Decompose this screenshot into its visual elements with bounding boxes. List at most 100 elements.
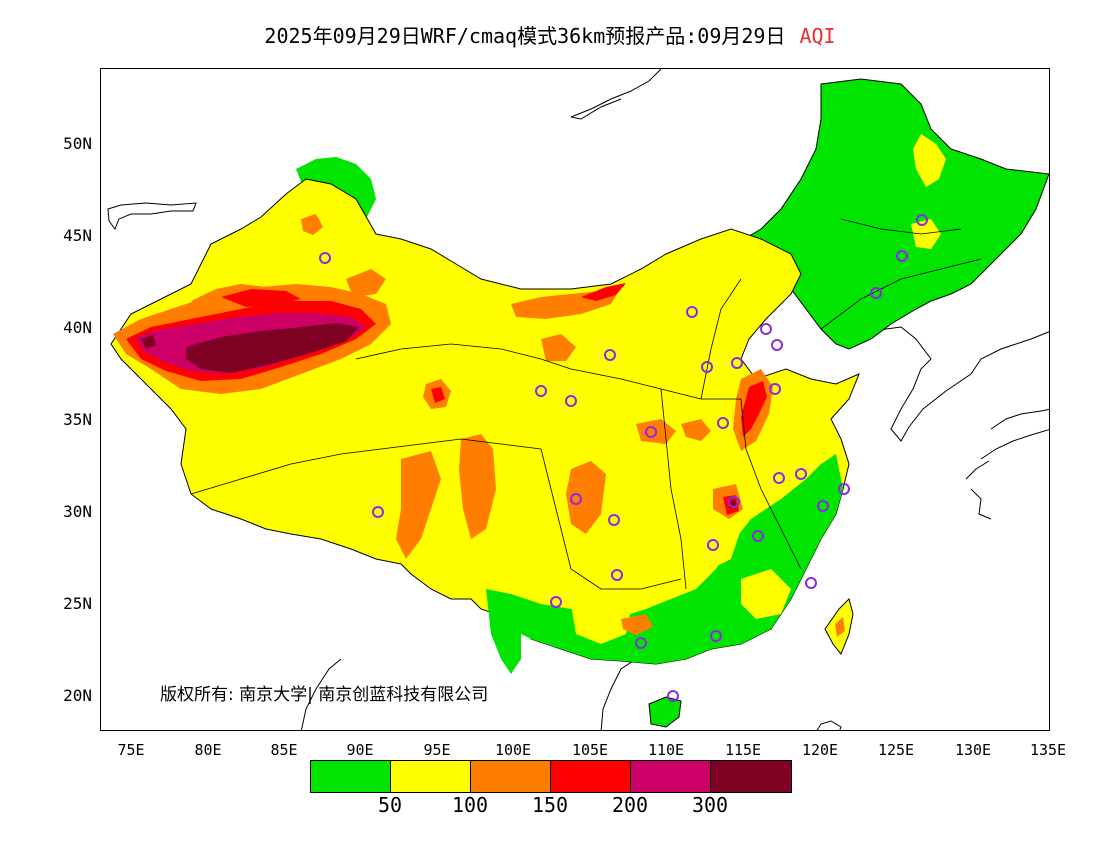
border-sichuan	[540, 448, 682, 590]
lon-label-115e: 115E	[724, 741, 762, 759]
coastlines	[107, 69, 1049, 730]
city-marker-taiyuan	[701, 361, 713, 373]
lon-label-120e: 120E	[801, 741, 839, 759]
map-title: 2025年09月29日WRF/cmaq模式36km预报产品:09月29日 AQI	[0, 20, 1100, 49]
city-marker-kunming	[550, 596, 562, 608]
city-marker-lhasa	[372, 506, 384, 518]
city-marker-guangzhou	[710, 630, 722, 642]
southeast-asia-outline	[300, 658, 637, 730]
lat-label-25n: 25N	[63, 594, 92, 613]
city-marker-chongqing	[608, 514, 620, 526]
lat-label-20n: 20N	[63, 686, 92, 705]
city-marker-lanzhou	[565, 395, 577, 407]
city-marker-beijing	[760, 323, 772, 335]
city-marker-shanghai	[838, 483, 850, 495]
city-marker-zhengzhou	[717, 417, 729, 429]
aqi-region-usg-guangxi	[621, 614, 653, 635]
lat-label-45n: 45N	[63, 226, 92, 245]
aqi-region-usg-sichuan-basin	[566, 461, 606, 534]
legend-swatch-hazardous	[711, 761, 791, 792]
aqi-region-moderate-fujian	[741, 569, 791, 619]
taiwan-usg-core	[835, 617, 845, 637]
lat-label-40n: 40N	[63, 318, 92, 337]
aqi-region-usg-xinjiang-north	[301, 214, 323, 235]
city-marker-shijiazhuang	[731, 357, 743, 369]
province-borders	[190, 218, 982, 590]
lake-balkhash-outline	[107, 202, 197, 231]
city-marker-changsha	[707, 539, 719, 551]
city-marker-xian	[645, 426, 657, 438]
legend-break-300: 300	[691, 793, 729, 817]
aqi-region-usg-gansu	[541, 334, 576, 361]
aqi-region-unhealthy-north-strip	[221, 289, 301, 307]
city-marker-harbin	[916, 214, 928, 226]
legend-break-100: 100	[451, 793, 489, 817]
city-marker-nanchang	[752, 530, 764, 542]
lat-label-30n: 30N	[63, 502, 92, 521]
aqi-region-good-northeast	[740, 78, 1049, 350]
legend-swatch-moderate	[391, 761, 471, 792]
legend-break-50: 50	[377, 793, 403, 817]
aqi-region-hazardous-tarim	[186, 323, 359, 373]
lon-label-105e: 105E	[571, 741, 609, 759]
border-qinghai	[355, 343, 572, 370]
aqi-region-usg-xinjiang-east	[346, 269, 386, 297]
variable-label: AQI	[799, 24, 836, 48]
city-marker-yinchuan	[604, 349, 616, 361]
border-northeast	[820, 258, 982, 330]
lat-label-35n: 35N	[63, 410, 92, 429]
aqi-legend-bar	[310, 760, 792, 793]
border-heilongjiang	[840, 218, 962, 235]
border-tibet	[190, 438, 542, 495]
lon-label-80e: 80E	[194, 741, 222, 759]
aqi-region-usg-tibet-east	[459, 434, 496, 539]
city-marker-haikou	[667, 690, 679, 702]
lon-label-135e: 135E	[1029, 741, 1067, 759]
city-marker-fuzhou	[805, 577, 817, 589]
legend-swatch-good	[311, 761, 391, 792]
city-marker-nanjing	[795, 468, 807, 480]
border-hubei	[660, 388, 687, 590]
aqi-region-moderate-guangxi	[571, 599, 631, 644]
city-marker-xining	[535, 385, 547, 397]
lon-label-90e: 90E	[346, 741, 374, 759]
philippines-outline	[816, 720, 842, 730]
lon-label-75e: 75E	[117, 741, 145, 759]
aqi-region-hazardous-west	[141, 335, 156, 349]
aqi-region-moderate-northeast-2	[911, 219, 941, 249]
city-marker-hefei	[773, 472, 785, 484]
aqi-region-moderate-northeast-1	[913, 134, 946, 187]
japan-outline	[965, 408, 1049, 520]
lon-label-110e: 110E	[647, 741, 685, 759]
legend-swatch-unhealthy	[551, 761, 631, 792]
border-east	[740, 398, 802, 570]
copyright-text: 版权所有: 南京大学| 南京创蓝科技有限公司	[160, 685, 489, 705]
city-marker-tianjin	[771, 339, 783, 351]
aqi-region-usg-sichuan-west	[396, 451, 441, 559]
city-marker-chengdu	[570, 493, 582, 505]
lon-label-125e: 125E	[877, 741, 915, 759]
city-marker-wuhan	[728, 496, 740, 508]
city-marker-hangzhou	[817, 500, 829, 512]
city-marker-hohhot	[686, 306, 698, 318]
lat-label-50n: 50N	[63, 134, 92, 153]
city-marker-urumqi	[319, 252, 331, 264]
legend-break-200: 200	[611, 793, 649, 817]
aqi-region-unhealthy-inner-mongolia	[581, 283, 626, 301]
lon-label-95e: 95E	[423, 741, 451, 759]
city-marker-guiyang	[611, 569, 623, 581]
aqi-region-unhealthy-qinghai	[431, 387, 445, 403]
city-marker-shenyang	[870, 287, 882, 299]
china-aqi-map	[107, 69, 1049, 730]
city-markers	[319, 214, 928, 702]
border-north	[700, 278, 742, 400]
lon-label-85e: 85E	[270, 741, 298, 759]
title-text: 2025年09月29日WRF/cmaq模式36km预报产品:09月29日	[264, 24, 786, 48]
korea-outline	[845, 326, 1049, 442]
aqi-region-usg-henan	[681, 419, 711, 441]
map-frame	[100, 68, 1050, 731]
city-marker-nanning	[635, 637, 647, 649]
legend-break-150: 150	[531, 793, 569, 817]
hainan-island	[648, 696, 682, 728]
legend-swatch-very-unhealthy	[631, 761, 711, 792]
